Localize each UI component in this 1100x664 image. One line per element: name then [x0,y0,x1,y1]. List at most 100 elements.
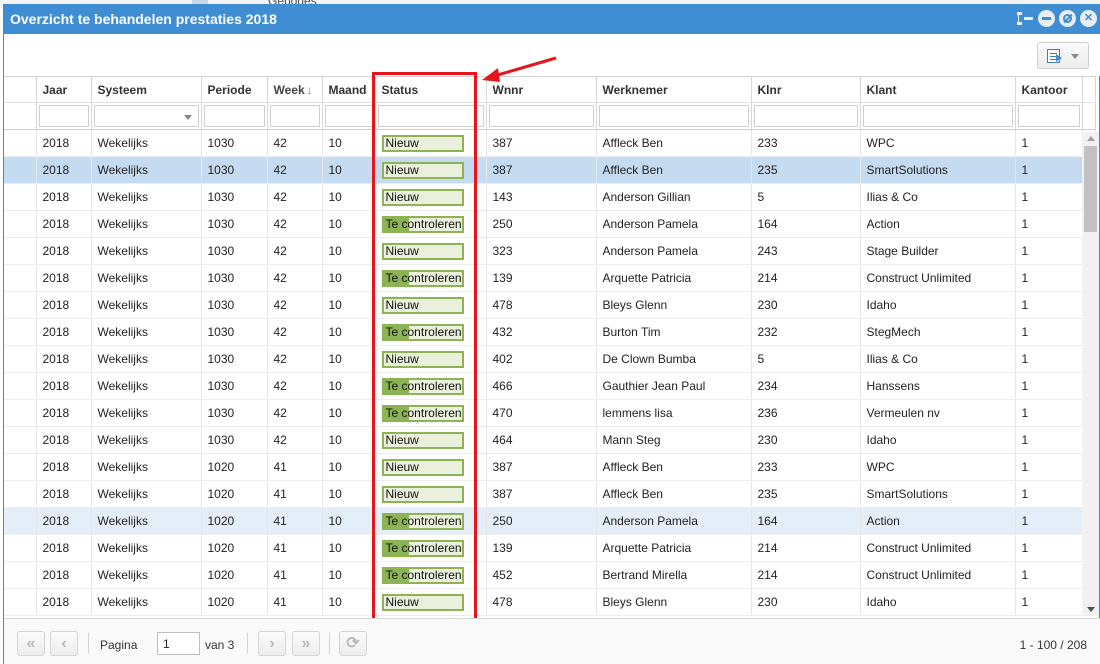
table-row[interactable]: 2018 Wekelijks 1030 42 10 Nieuw 323 Anderson Pa… [4,237,1096,265]
column-header-wnnr[interactable]: Wnnr [486,76,597,103]
scroll-up-icon[interactable] [1087,136,1095,141]
cell-periode: 1020 [201,534,268,562]
cell-werknemer: Bleys Glenn [596,291,752,319]
page-number-input[interactable] [157,632,200,655]
table-row[interactable]: 2018 Wekelijks 1020 41 10 Nieuw 387 Affleck Ben… [4,453,1096,481]
grid-body: 2018 Wekelijks 1030 42 10 Nieuw 387 Affleck Ben… [4,129,1096,616]
cell-kantoor: 1 [1015,210,1083,238]
cell-kantoor: 1 [1015,318,1083,346]
table-row[interactable]: 2018 Wekelijks 1030 42 10 Nieuw 464 Mann Steg 23… [4,426,1096,454]
filter-input-kantoor[interactable] [1017,105,1080,127]
column-header-klant[interactable]: Klant [860,76,1016,103]
column-header-maand[interactable]: Maand [322,76,376,103]
table-row[interactable]: 2018 Wekelijks 1030 42 10 Nieuw 478 Bleys Glenn… [4,291,1096,319]
cell-jaar: 2018 [36,345,92,373]
table-row[interactable]: 2018 Wekelijks 1020 41 10 Te controleren 452 Be… [4,561,1096,589]
table-row[interactable]: 2018 Wekelijks 1030 42 10 Te controleren 250 An… [4,210,1096,238]
column-header-klnr[interactable]: Klnr [751,76,861,103]
restore-icon[interactable] [1059,10,1076,27]
filter-input-week[interactable] [269,105,320,127]
rownumber-header [4,76,37,103]
cell-maand: 10 [322,264,376,292]
cell-maand: 10 [322,156,376,184]
prev-page-button[interactable]: ‹ [50,631,78,656]
table-row[interactable]: 2018 Wekelijks 1030 42 10 Te controleren 139 Ar… [4,264,1096,292]
row-number-cell [4,507,37,535]
table-row[interactable]: 2018 Wekelijks 1030 42 10 Nieuw 387 Affleck Ben… [4,156,1096,184]
column-header-label: Status [381,82,419,97]
paging-toolbar: « ‹ Pagina van 3 › » ⟳ 1 - 100 / 208 [4,618,1100,664]
filter-input-klnr[interactable] [753,105,858,127]
column-header-week[interactable]: Week ↓ [267,76,323,103]
cell-kantoor: 1 [1015,237,1083,265]
table-row[interactable]: 2018 Wekelijks 1030 42 10 Nieuw 402 De Clown Bu… [4,345,1096,373]
rownumber-filter [4,102,37,130]
table-row[interactable]: 2018 Wekelijks 1030 42 10 Te controleren 432 Bu… [4,318,1096,346]
close-icon[interactable]: ✕ [1080,10,1097,27]
cell-wnnr: 402 [486,345,597,373]
status-progress-fill [383,568,410,582]
cell-maand: 10 [322,291,376,319]
cell-kantoor: 1 [1015,480,1083,508]
cell-periode: 1020 [201,507,268,535]
table-row[interactable]: 2018 Wekelijks 1030 42 10 Te controleren 466 Ga… [4,372,1096,400]
cell-klant: Stage Builder [860,237,1016,265]
filter-input-periode[interactable] [203,105,265,127]
filter-cell-systeem [91,102,202,130]
cell-kantoor: 1 [1015,264,1083,292]
column-header-systeem[interactable]: Systeem [91,76,202,103]
table-row[interactable]: 2018 Wekelijks 1030 42 10 Nieuw 387 Affleck Ben… [4,129,1096,157]
row-number-cell [4,237,37,265]
cell-klant: Vermeulen nv [860,399,1016,427]
first-page-button[interactable]: « [17,631,45,656]
scroll-down-icon[interactable] [1087,607,1095,612]
cell-werknemer: lemmens lisa [596,399,752,427]
row-number-cell [4,156,37,184]
column-header-kantoor[interactable]: Kantoor [1015,76,1083,103]
table-row[interactable]: 2018 Wekelijks 1020 41 10 Te controleren 250 An… [4,507,1096,535]
filter-input-status[interactable] [377,105,484,127]
cell-werknemer: Anderson Pamela [596,507,752,535]
refresh-button[interactable]: ⟳ [339,631,367,656]
cell-systeem: Wekelijks [91,534,202,562]
column-header-werknemer[interactable]: Werknemer [596,76,752,103]
filter-input-systeem[interactable] [93,105,199,127]
filter-input-wnnr[interactable] [488,105,594,127]
cell-status: Nieuw [375,453,487,481]
table-row[interactable]: 2018 Wekelijks 1030 42 10 Te controleren 470 le… [4,399,1096,427]
filter-input-klant[interactable] [862,105,1013,127]
export-menu-button[interactable] [1037,42,1089,69]
window-titlebar[interactable]: Overzicht te behandelen prestaties 2018 … [4,4,1100,34]
filter-input-jaar[interactable] [38,105,89,127]
filter-input-maand[interactable] [324,105,373,127]
cell-werknemer: Arquette Patricia [596,534,752,562]
cell-jaar: 2018 [36,237,92,265]
cell-klant: SmartSolutions [860,156,1016,184]
chevron-down-icon[interactable] [183,115,192,120]
cell-werknemer: Affleck Ben [596,156,752,184]
grid-tool-icon[interactable] [1016,10,1034,27]
cell-klnr: 230 [751,426,861,454]
table-row[interactable]: 2018 Wekelijks 1020 41 10 Nieuw 478 Bleys Glenn… [4,588,1096,616]
vertical-scrollbar[interactable] [1082,132,1099,616]
filter-input-werknemer[interactable] [598,105,749,127]
table-row[interactable]: 2018 Wekelijks 1020 41 10 Nieuw 387 Affleck Ben… [4,480,1096,508]
scrollbar-thumb[interactable] [1084,146,1097,232]
cell-periode: 1030 [201,345,268,373]
refresh-icon: ⟳ [346,634,360,652]
table-row[interactable]: 2018 Wekelijks 1030 42 10 Nieuw 143 Anderson Gi… [4,183,1096,211]
column-header-periode[interactable]: Periode [201,76,268,103]
column-header-jaar[interactable]: Jaar [36,76,92,103]
last-page-button[interactable]: » [292,631,320,656]
cell-klnr: 236 [751,399,861,427]
status-label: Te controleren [385,378,462,393]
table-row[interactable]: 2018 Wekelijks 1020 41 10 Te controleren 139 Ar… [4,534,1096,562]
cell-maand: 10 [322,210,376,238]
cell-wnnr: 387 [486,156,597,184]
column-header-status[interactable]: Status [375,76,487,103]
dialog-window: Overzicht te behandelen prestaties 2018 … [3,4,1100,664]
cell-week: 42 [267,291,323,319]
minimize-icon[interactable] [1038,10,1055,27]
next-page-button[interactable]: › [258,631,286,656]
cell-jaar: 2018 [36,291,92,319]
